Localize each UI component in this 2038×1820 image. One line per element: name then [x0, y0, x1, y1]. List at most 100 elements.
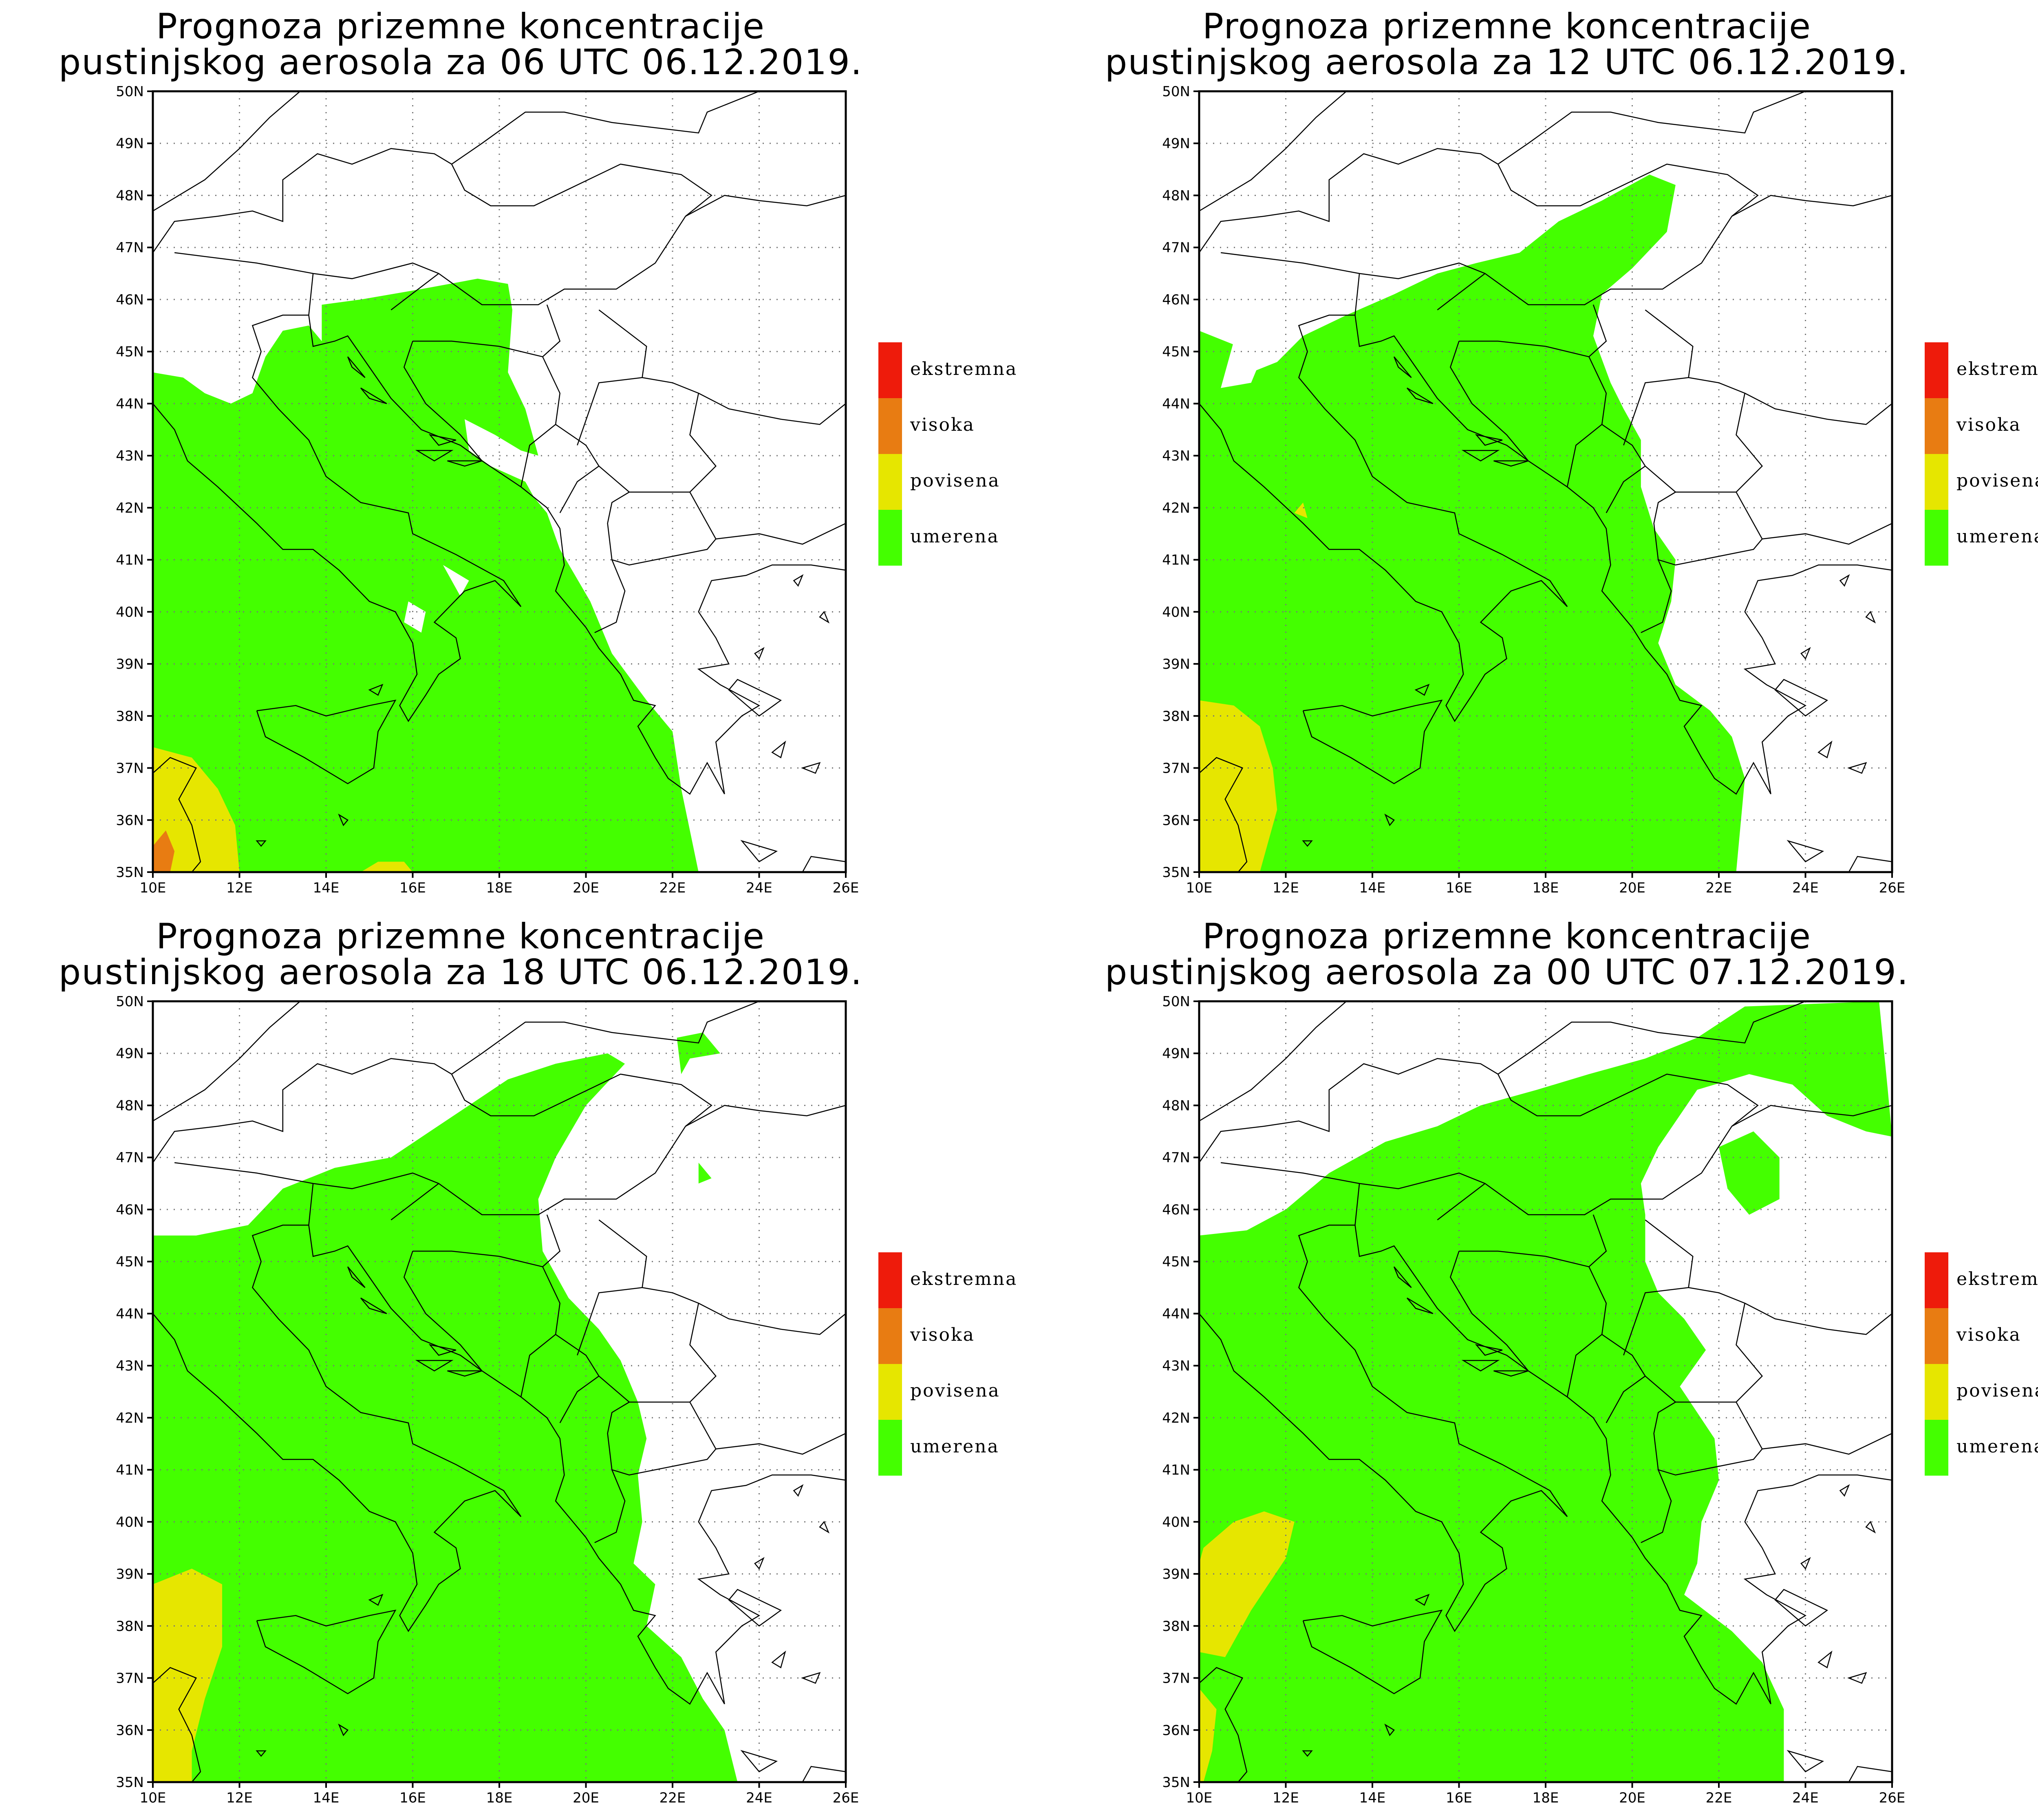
y-tick-label: 42N — [1162, 500, 1190, 516]
zone-umerena — [1199, 174, 1745, 872]
island-outline — [1493, 1370, 1528, 1377]
x-tick-label: 24E — [746, 880, 772, 896]
island-outline — [1848, 856, 1892, 872]
island-outline — [428, 1344, 457, 1356]
island-outline — [368, 683, 384, 696]
zone-clear — [1221, 341, 1264, 388]
legend-item-povisena: povisena — [1925, 454, 2038, 510]
island-outline — [447, 1370, 482, 1377]
island-outline — [415, 1360, 454, 1372]
zone-umerena — [153, 1053, 738, 1782]
island-outline — [1407, 1298, 1434, 1314]
island-outline — [428, 434, 457, 446]
island-outline — [360, 1298, 387, 1314]
y-tick-label: 36N — [116, 1722, 144, 1738]
boundary-line — [698, 392, 846, 425]
y-tick-label: 47N — [116, 240, 144, 256]
y-tick-label: 41N — [116, 1462, 144, 1478]
legend-swatch — [878, 342, 902, 398]
map-plot: 10E 12E 14E 16E 18E 20E 22E 24E 26E 35N 36N 37N 38N 3… — [1162, 994, 1905, 1806]
y-tick-label: 43N — [116, 1358, 144, 1374]
zone-visoka — [153, 830, 175, 872]
y-tick-label: 50N — [1162, 84, 1190, 100]
zone-umerena — [677, 1032, 720, 1074]
y-tick-label: 43N — [1162, 1358, 1190, 1374]
x-tick-label: 20E — [573, 1790, 599, 1806]
y-tick-label: 37N — [1162, 1670, 1190, 1687]
island-outline — [1475, 434, 1503, 446]
y-tick-label: 50N — [116, 994, 144, 1010]
island-outline — [1839, 1484, 1850, 1497]
forecast-map: 10E 12E 14E 16E 18E 20E 22E 24E 26E 35N 36N 37N 38N 3… — [116, 84, 859, 896]
boundary-line — [1601, 1334, 1646, 1423]
island-outline — [1393, 356, 1412, 378]
forecast-map: 10E 12E 14E 16E 18E 20E 22E 24E 26E 35N 36N 37N 38N 3… — [1162, 84, 1906, 896]
y-tick-label: 35N — [1162, 864, 1190, 881]
island-outline — [728, 1589, 782, 1627]
island-outline — [1475, 1344, 1503, 1356]
y-tick-label: 38N — [1162, 1618, 1190, 1635]
island-outline — [1848, 1766, 1892, 1782]
boundary-line — [577, 377, 717, 493]
island-outline — [1393, 1266, 1412, 1288]
x-tick-label: 14E — [313, 1790, 340, 1806]
legend-item-povisena: povisena — [878, 1364, 1082, 1420]
legend-swatch — [1925, 398, 1948, 454]
island-outline — [1774, 1589, 1828, 1627]
y-tick-label: 35N — [1162, 1774, 1190, 1791]
island-outline — [771, 1650, 786, 1668]
boundary-line — [256, 699, 397, 784]
boundary-line — [153, 757, 201, 872]
y-tick-label: 39N — [116, 656, 144, 672]
zone-umerena — [1719, 1131, 1780, 1215]
boundary-line — [308, 273, 314, 315]
boundary-line — [594, 1470, 626, 1543]
panel-title-line2: pustinjskog aerosola za 00 UTC 07.12.201… — [1105, 952, 1909, 993]
x-tick-label: 16E — [399, 880, 426, 896]
y-tick-label: 42N — [116, 1410, 144, 1426]
boundary-line — [1354, 1183, 1360, 1225]
y-tick-label: 44N — [1162, 396, 1190, 412]
island-outline — [1865, 610, 1876, 624]
boundary-line — [153, 1058, 712, 1215]
boundary-line — [1645, 465, 1763, 566]
island-outline — [338, 813, 348, 826]
boundary-line — [1745, 1302, 1892, 1335]
x-tick-label: 16E — [1446, 1790, 1472, 1806]
y-tick-label: 37N — [116, 760, 144, 777]
boundary-line — [308, 1225, 846, 1705]
legend-swatch — [1925, 1308, 1948, 1364]
x-tick-label: 14E — [313, 880, 340, 896]
y-tick-label: 36N — [1162, 1722, 1190, 1738]
boundary-line — [451, 1001, 759, 1075]
island-outline — [1774, 679, 1828, 717]
boundary-line — [153, 91, 301, 212]
y-tick-label: 46N — [1162, 1202, 1190, 1218]
island-outline — [1847, 762, 1867, 774]
legend-swatch — [878, 510, 902, 566]
legend-label: visoka — [1956, 1324, 2021, 1345]
boundary-line — [153, 1667, 201, 1782]
island-outline — [338, 1723, 348, 1736]
x-tick-label: 10E — [140, 880, 166, 896]
y-tick-label: 40N — [1162, 604, 1190, 620]
x-tick-label: 18E — [1533, 1790, 1559, 1806]
boundary-line — [542, 1214, 561, 1267]
legend-swatch — [1925, 1420, 1948, 1476]
boundary-line — [555, 1334, 600, 1423]
boundary-line — [1588, 1214, 1607, 1267]
x-tick-label: 26E — [1879, 880, 1906, 896]
legend-label: visoka — [910, 414, 975, 435]
boundary-line — [1437, 273, 1486, 311]
boundary-line — [542, 304, 561, 357]
boundary-line — [1199, 1667, 1248, 1782]
zone-povisena — [153, 747, 240, 872]
zone-povisena — [361, 862, 413, 872]
boundary-line — [1641, 1470, 1672, 1543]
panel-title-line1: Prognoza prizemne koncentracije — [1202, 916, 1812, 957]
boundary-line — [451, 91, 759, 165]
boundary-line — [1199, 148, 1759, 305]
y-tick-label: 38N — [1162, 708, 1190, 725]
y-tick-label: 37N — [116, 1670, 144, 1687]
y-tick-label: 43N — [116, 448, 144, 464]
